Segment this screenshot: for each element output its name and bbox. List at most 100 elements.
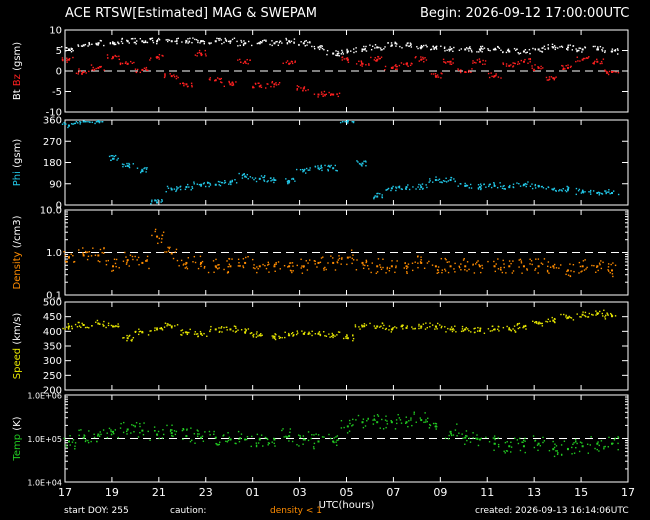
- scatter-dot-bz: [555, 76, 557, 78]
- data-point-density: [258, 265, 261, 268]
- scatter-dot-bz: [107, 57, 109, 59]
- scatter-dot-bz: [330, 94, 332, 96]
- scatter-dot-temp: [462, 437, 464, 439]
- scatter-dot-phi: [381, 194, 383, 196]
- data-point-speed: [156, 328, 159, 331]
- scatter-dot-speed: [252, 336, 255, 338]
- scatter-dot-phi: [419, 184, 422, 186]
- scatter-dot-phi: [400, 188, 403, 190]
- scatter-dot-temp: [594, 447, 596, 450]
- data-point-phi: [82, 120, 85, 123]
- scatter-dot-temp: [297, 434, 300, 436]
- scatter-dot-bt: [109, 42, 112, 45]
- scatter-dot-density: [237, 258, 240, 261]
- scatter-dot-phi: [328, 164, 330, 167]
- scatter-dot-temp: [310, 437, 313, 440]
- scatter-dot-speed: [233, 325, 236, 327]
- scatter-dot-temp: [84, 440, 87, 443]
- scatter-dot-phi: [327, 165, 329, 168]
- scatter-dot-bt: [416, 46, 418, 48]
- scatter-dot-density: [226, 272, 229, 274]
- scatter-dot-bz: [434, 73, 437, 75]
- scatter-dot-bt: [244, 42, 247, 44]
- scatter-dot-density: [309, 259, 311, 261]
- scatter-dot-phi: [421, 183, 424, 185]
- scatter-dot-speed: [545, 320, 547, 323]
- scatter-dot-speed: [274, 333, 276, 335]
- scatter-dot-phi: [379, 193, 381, 195]
- scatter-dot-speed: [391, 329, 393, 331]
- scatter-dot-phi: [589, 191, 592, 193]
- data-point-density: [170, 252, 173, 255]
- scatter-dot-bz: [161, 54, 163, 57]
- scatter-dot-phi: [464, 182, 466, 185]
- scatter-dot-bt: [365, 50, 368, 52]
- scatter-dot-bz: [163, 76, 166, 79]
- scatter-dot-bz: [186, 85, 189, 88]
- scatter-dot-density: [602, 261, 604, 264]
- scatter-dot-temp: [288, 440, 290, 442]
- data-point-bz: [317, 93, 320, 96]
- scatter-dot-temp: [485, 436, 487, 439]
- scatter-dot-density: [591, 264, 593, 267]
- scatter-dot-phi: [386, 188, 389, 191]
- scatter-dot-speed: [418, 327, 420, 330]
- scatter-dot-temp: [603, 446, 605, 448]
- scatter-dot-speed: [411, 326, 413, 328]
- scatter-dot-speed: [66, 326, 68, 328]
- data-point-phi: [596, 192, 599, 195]
- scatter-dot-phi: [335, 169, 337, 172]
- scatter-dot-bz: [582, 57, 585, 60]
- scatter-dot-bt: [396, 43, 398, 45]
- scatter-dot-speed: [203, 332, 205, 335]
- scatter-dot-density: [481, 264, 483, 267]
- scatter-dot-bz: [409, 64, 412, 67]
- scatter-dot-bt: [91, 43, 93, 46]
- scatter-dot-density: [70, 253, 72, 255]
- scatter-dot-phi: [295, 168, 298, 171]
- scatter-dot-bz: [231, 82, 233, 84]
- scatter-dot-density: [599, 263, 601, 266]
- data-point-bz: [229, 83, 232, 86]
- scatter-dot-speed: [541, 325, 544, 327]
- scatter-dot-temp: [93, 433, 95, 436]
- scatter-dot-speed: [105, 326, 107, 329]
- scatter-dot-bt: [61, 46, 63, 48]
- scatter-dot-speed: [605, 314, 607, 317]
- scatter-dot-bt: [481, 51, 483, 53]
- scatter-dot-bz: [277, 83, 280, 86]
- scatter-dot-bz: [500, 77, 502, 79]
- scatter-dot-phi: [597, 191, 600, 194]
- scatter-dot-density: [555, 267, 558, 269]
- scatter-dot-bz: [370, 56, 372, 59]
- scatter-dot-bt: [100, 40, 102, 42]
- scatter-dot-bt: [257, 42, 260, 44]
- data-point-temp: [376, 421, 379, 424]
- x-axis-label: UTC(hours): [319, 500, 375, 511]
- scatter-dot-density: [569, 275, 572, 278]
- scatter-dot-bz: [303, 86, 306, 88]
- scatter-dot-phi: [84, 121, 87, 123]
- scatter-dot-speed: [84, 326, 87, 329]
- scatter-dot-speed: [76, 326, 79, 328]
- scatter-dot-phi: [457, 185, 459, 187]
- data-point-speed: [522, 325, 525, 328]
- scatter-dot-bt: [369, 44, 371, 46]
- scatter-dot-temp: [289, 431, 291, 434]
- scatter-dot-bt: [616, 48, 619, 50]
- scatter-dot-density: [549, 266, 552, 268]
- scatter-dot-phi: [580, 192, 583, 194]
- scatter-dot-temp: [452, 434, 455, 436]
- scatter-dot-bt: [305, 40, 307, 42]
- scatter-dot-temp: [423, 421, 425, 423]
- scatter-dot-speed: [549, 320, 551, 323]
- data-point-density: [522, 265, 525, 268]
- scatter-dot-bt: [313, 45, 316, 48]
- scatter-dot-phi: [254, 177, 257, 179]
- scatter-dot-bt: [146, 41, 149, 44]
- y-tick-label: 1.0E+06: [27, 392, 62, 401]
- data-point-phi: [449, 179, 452, 182]
- scatter-dot-phi: [179, 188, 182, 191]
- scatter-dot-temp: [317, 434, 320, 436]
- data-point-bt: [376, 46, 379, 49]
